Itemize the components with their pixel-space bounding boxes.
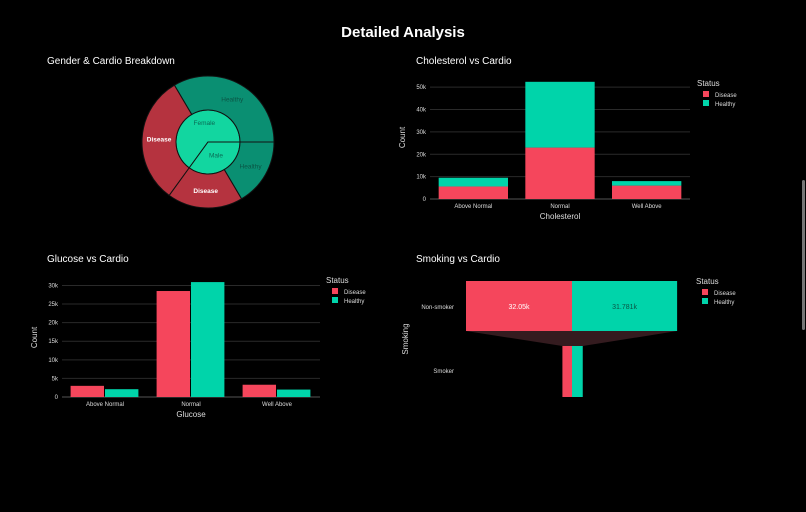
sunburst-outer-female-healthy [173,75,275,143]
sunburst-label: Healthy [221,96,244,103]
cholesterol-xtick: Above Normal [454,204,492,210]
cholesterol-title: Cholesterol vs Cardio [416,56,512,67]
glucose-ytick: 30k [48,283,59,289]
cholesterol-legend-healthy: Healthy [715,102,735,108]
glucose-bar-disease [156,291,190,397]
cholesterol-legend-swatch [703,91,709,97]
cholesterol-bar-disease [438,186,508,199]
smoking-legend-disease: Disease [714,291,736,297]
sunburst-outer-female-disease [141,84,193,197]
glucose-ytick: 20k [48,321,59,327]
funnel-ytick: Non-smoker [421,305,454,311]
cholesterol-ytick: 0 [423,197,427,203]
cholesterol-ytick: 40k [416,108,427,114]
dashboard-title: Detailed Analysis [341,24,465,41]
cholesterol-bar-disease [612,185,682,199]
sunburst-label: Disease [193,188,218,195]
scrollbar[interactable] [802,180,805,330]
glucose-ytick: 15k [48,339,59,345]
glucose-bar-healthy [105,389,139,397]
glucose-ytick: 10k [48,358,59,364]
cholesterol-legend-title: Status [697,79,720,88]
cholesterol-bar-disease [525,147,595,199]
smoking-legend-title: Status [696,277,719,286]
glucose-bar-healthy [277,389,311,397]
glucose-ytick: 25k [48,302,59,308]
funnel-bar-disease [466,281,572,331]
cholesterol-ytick: 20k [416,152,427,158]
glucose-xtick: Well Above [262,402,293,408]
cholesterol-legend-swatch [703,100,709,106]
funnel-ytick: Smoker [433,369,454,375]
smoking-legend-healthy: Healthy [714,300,734,306]
glucose-title: Glucose vs Cardio [47,254,129,265]
glucose-ytick: 5k [52,376,59,382]
funnel-bar-healthy [572,346,583,397]
glucose-bar-healthy [191,282,225,397]
sunburst-label: Male [209,153,223,160]
glucose-bar-disease [242,384,276,397]
cholesterol-xtick: Normal [550,204,569,210]
sunburst-label: Disease [147,137,172,144]
glucose-xtick: Above Normal [86,402,124,408]
glucose-xlabel: Glucose [176,410,206,419]
cholesterol-xlabel: Cholesterol [540,212,581,221]
glucose-legend-swatch [332,297,338,303]
funnel-value-label: 32.05k [508,304,530,311]
cholesterol-bar-healthy [612,181,682,186]
cholesterol-bar-healthy [525,81,595,148]
smoking-legend-swatch [702,289,708,295]
funnel-bar-healthy [572,281,678,331]
funnel-connector [466,331,678,346]
sunburst-title: Gender & Cardio Breakdown [47,56,175,67]
glucose-ytick: 0 [55,395,59,401]
cholesterol-ylabel: Count [398,126,407,148]
glucose-ylabel: Count [30,326,39,348]
glucose-legend-title: Status [326,276,349,285]
glucose-legend-swatch [332,288,338,294]
funnel-bar-disease [562,346,572,397]
sunburst-label: Female [193,120,215,127]
cholesterol-xtick: Well Above [632,204,663,210]
cholesterol-ytick: 10k [416,175,427,181]
glucose-legend-healthy: Healthy [344,299,364,305]
sunburst-label: Healthy [240,163,263,170]
sunburst-outer-male-healthy [223,141,275,200]
cholesterol-ytick: 50k [416,85,427,91]
glucose-bar-disease [70,385,104,397]
glucose-xtick: Normal [181,402,200,408]
glucose-legend-disease: Disease [344,290,366,296]
smoking-title: Smoking vs Cardio [416,254,500,265]
funnel-value-label: 31.781k [612,304,637,311]
funnel-ylabel: Smoking [401,323,410,354]
cholesterol-ytick: 30k [416,130,427,136]
cholesterol-bar-healthy [438,177,508,187]
smoking-legend-swatch [702,298,708,304]
cholesterol-legend-disease: Disease [715,93,737,99]
